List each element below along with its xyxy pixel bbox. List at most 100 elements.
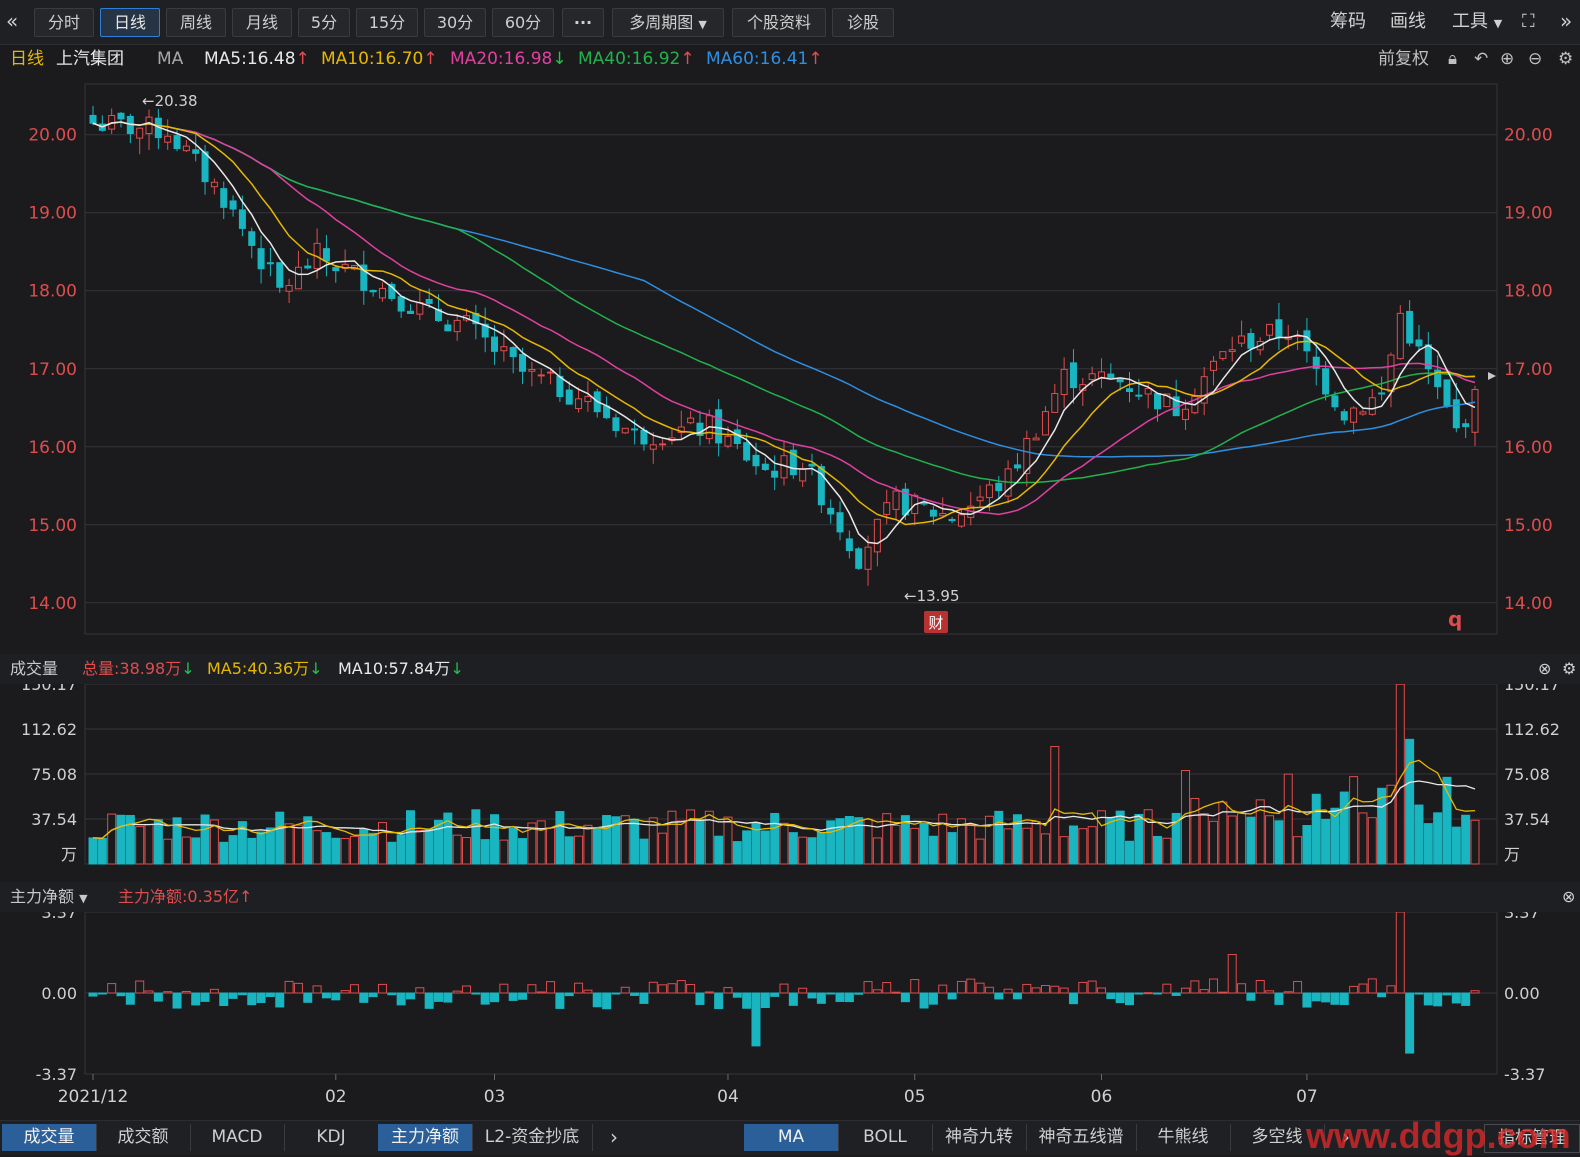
fund-flow-chart[interactable]: 3.37 3.37 0.00 0.00 -3.37 -3.37 2021/12 02 03 04 0… [0, 912, 1580, 1120]
indicator-manage-button[interactable]: 指标管理 [1484, 1124, 1580, 1153]
fund-bar [396, 992, 406, 1006]
dropdown-arrow-icon: ▼ [1493, 17, 1503, 30]
volume-bar [1012, 814, 1022, 865]
volume-bar [1246, 816, 1256, 865]
arrow-up-icon: ↑ [680, 49, 695, 69]
diagnose-button[interactable]: 诊股 [832, 8, 894, 37]
more-button[interactable]: ··· [562, 8, 604, 37]
candle [547, 371, 555, 374]
arrow-up-icon: ↑ [239, 887, 253, 906]
period-tab[interactable]: 分时 [34, 8, 94, 37]
volume-bar [1003, 828, 1013, 865]
volume-bar [919, 822, 929, 865]
chip-button[interactable]: 筹码 [1330, 11, 1366, 32]
close-icon[interactable]: ⊗ [1538, 659, 1552, 678]
candle [304, 265, 312, 269]
period-tab[interactable]: 5分 [298, 8, 350, 37]
tab-long-short[interactable]: 多空线 [1230, 1124, 1325, 1151]
candle [1182, 408, 1190, 421]
volume-panel-header: 成交量 总量:38.98万↓ MA5:40.36万↓ MA10:57.84万↓ … [0, 654, 1580, 684]
double-chevron-left-icon[interactable]: « [6, 9, 19, 33]
fullscreen-icon[interactable]: ⛶ [1522, 11, 1535, 32]
gear-icon[interactable]: ⚙ [1558, 49, 1574, 69]
zoom-in-icon[interactable]: ⊕ [1500, 49, 1515, 69]
volume-bar [639, 838, 649, 865]
candle [687, 417, 695, 424]
lock-icon[interactable]: 🔒︎ [1448, 49, 1458, 69]
tab-ma[interactable]: MA [744, 1124, 839, 1151]
candle [136, 127, 144, 139]
price-tick-right: 16.00 [1504, 438, 1553, 458]
period-tab-active[interactable]: 日线 [100, 8, 160, 37]
tab-boll[interactable]: BOLL [838, 1124, 933, 1151]
volume-bar [172, 817, 182, 865]
tools-menu[interactable]: 工具 ▼ [1452, 8, 1502, 35]
volume-bar [994, 810, 1004, 865]
undo-icon[interactable]: ↶ [1474, 49, 1489, 69]
period-tab[interactable]: 15分 [356, 8, 418, 37]
indicator-name[interactable]: MA [157, 49, 184, 69]
multi-period-button[interactable]: 多周期图 ▼ [612, 8, 724, 37]
fund-bar [1283, 991, 1293, 994]
high-price-annotation: ←20.38 [142, 92, 198, 110]
fund-bar [1377, 992, 1387, 998]
tab-turnover[interactable]: 成交额 [96, 1124, 191, 1151]
volume-chart[interactable]: 150.17 150.17 112.62 112.62 75.08 75.08 37.54 3… [0, 684, 1580, 876]
fund-panel-title[interactable]: 主力净额 ▼ [10, 887, 88, 906]
gear-icon[interactable]: ⚙ [1562, 659, 1577, 678]
volume-bar [1293, 836, 1303, 865]
fund-bar [125, 992, 135, 1005]
volume-bar [1153, 835, 1163, 865]
period-tab[interactable]: 30分 [424, 8, 486, 37]
tab-l2-fund[interactable]: L2-资金抄底 [472, 1124, 593, 1151]
candle [537, 374, 545, 377]
fund-bar [1423, 992, 1433, 1006]
candle [1107, 373, 1115, 379]
volume-bar [368, 832, 378, 865]
volume-bar [321, 832, 331, 865]
chevron-right-icon[interactable]: › [610, 1125, 618, 1149]
volume-bar [1171, 812, 1181, 865]
arrow-down-icon: ↓ [552, 49, 567, 69]
fund-bar [359, 992, 369, 1003]
tab-macd[interactable]: MACD [190, 1124, 285, 1151]
candle [500, 346, 508, 352]
volume-bar [1068, 825, 1078, 865]
stock-profile-button[interactable]: 个股资料 [732, 8, 826, 37]
adjust-mode[interactable]: 前复权 [1378, 49, 1429, 69]
zoom-out-icon[interactable]: ⊖ [1528, 49, 1543, 69]
price-tick-right: 17.00 [1504, 360, 1553, 380]
volume-bar [844, 816, 854, 865]
price-tick-right: 14.00 [1504, 594, 1553, 614]
date-tick-label: 04 [717, 1087, 739, 1107]
candle [1097, 371, 1105, 379]
volume-panel-title[interactable]: 成交量 [10, 659, 59, 678]
fund-bar [1059, 987, 1069, 994]
period-tab[interactable]: 月线 [232, 8, 292, 37]
candle [985, 484, 993, 499]
chevron-right-icon[interactable]: › [1342, 1125, 1350, 1149]
fund-bar [321, 992, 331, 999]
fund-bar [1087, 980, 1097, 994]
tab-magic-five[interactable]: 神奇五线谱 [1026, 1124, 1137, 1151]
draw-line-button[interactable]: 画线 [1390, 11, 1426, 32]
candle [491, 336, 499, 352]
volume-bar [798, 836, 808, 865]
fund-bar [975, 982, 985, 994]
tab-volume[interactable]: 成交量 [2, 1124, 97, 1151]
tab-bull-bear[interactable]: 牛熊线 [1136, 1124, 1231, 1151]
candle [724, 435, 732, 447]
candlestick-chart[interactable]: 20.00 20.00 19.00 19.00 18.00 18.00 17.00 17.00… [0, 74, 1580, 650]
tab-kdj[interactable]: KDJ [284, 1124, 379, 1151]
close-icon[interactable]: ⊗ [1562, 887, 1576, 906]
period-tab[interactable]: 60分 [492, 8, 554, 37]
fund-bar [387, 992, 397, 996]
fund-bar [770, 992, 780, 997]
volume-bar [704, 810, 714, 865]
double-chevron-right-icon[interactable]: » [1560, 9, 1573, 33]
fund-bar [1040, 984, 1050, 994]
volume-bar [620, 815, 630, 865]
tab-magic-nine[interactable]: 神奇九转 [932, 1124, 1027, 1151]
tab-main-fund[interactable]: 主力净额 [378, 1124, 473, 1151]
period-tab[interactable]: 周线 [166, 8, 226, 37]
